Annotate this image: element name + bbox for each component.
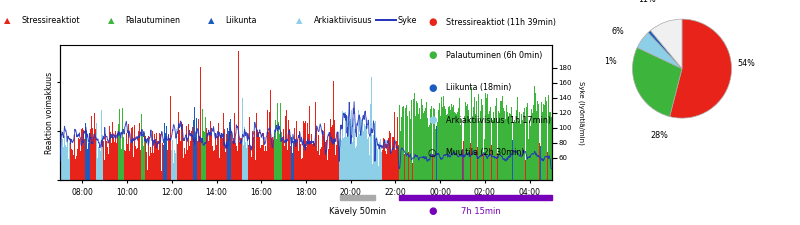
Text: Arkiaktiivisuus: Arkiaktiivisuus [314, 16, 372, 25]
Text: Palautuminen: Palautuminen [126, 16, 181, 25]
Text: Stressireaktiot: Stressireaktiot [22, 16, 80, 25]
Wedge shape [650, 19, 682, 69]
Text: ▲: ▲ [108, 16, 114, 25]
Wedge shape [670, 19, 731, 118]
Text: Muu tila (2h 30min): Muu tila (2h 30min) [446, 148, 524, 157]
Text: Syke: Syke [398, 16, 417, 25]
Y-axis label: Reaktion voimakkuus: Reaktion voimakkuus [46, 72, 54, 153]
Wedge shape [638, 33, 682, 69]
Text: ●: ● [428, 18, 437, 27]
Text: Liikunta (18min): Liikunta (18min) [446, 83, 511, 92]
Text: 54%: 54% [738, 59, 755, 68]
Text: Arkiaktiivisuus (1h 17min): Arkiaktiivisuus (1h 17min) [446, 116, 550, 125]
Text: ●: ● [428, 50, 437, 60]
Text: ●: ● [428, 83, 437, 93]
Text: ▲: ▲ [296, 16, 302, 25]
Text: Stressireaktiot (11h 39min): Stressireaktiot (11h 39min) [446, 18, 555, 27]
Text: Liikunta: Liikunta [226, 16, 257, 25]
Text: 1%: 1% [604, 57, 617, 66]
Text: 6%: 6% [611, 27, 624, 36]
Wedge shape [648, 30, 682, 69]
Text: Palautuminen (6h 0min): Palautuminen (6h 0min) [446, 51, 542, 60]
Y-axis label: Syke (lyöntiä/min): Syke (lyöntiä/min) [578, 81, 584, 144]
Text: 11%: 11% [638, 0, 656, 4]
Text: ●: ● [429, 206, 437, 216]
Text: 28%: 28% [650, 131, 669, 140]
Text: ●: ● [428, 115, 437, 125]
Wedge shape [633, 47, 682, 117]
Text: ▲: ▲ [208, 16, 214, 25]
Text: Kävely 50min: Kävely 50min [329, 207, 386, 216]
Text: ○: ○ [428, 148, 437, 158]
Text: 7h 15min: 7h 15min [461, 207, 501, 216]
Text: ▲: ▲ [4, 16, 10, 25]
